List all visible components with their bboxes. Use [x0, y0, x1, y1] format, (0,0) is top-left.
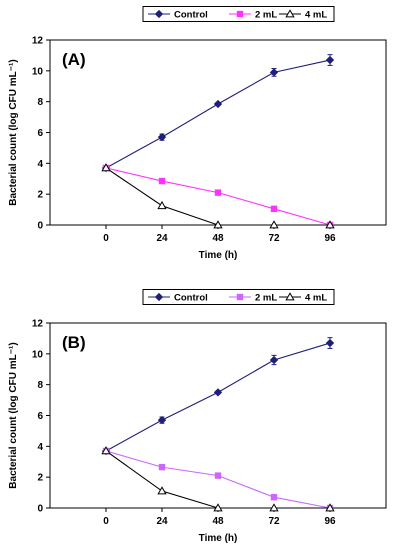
- panel-label: (B): [62, 333, 86, 352]
- x-tick-label: 0: [103, 516, 109, 527]
- x-tick-label: 24: [156, 233, 168, 244]
- y-tick-label: 4: [37, 442, 43, 453]
- x-tick-label: 48: [212, 233, 224, 244]
- x-tick-label: 48: [212, 516, 224, 527]
- y-axis-label: Bacterial count (log CFU mL⁻¹): [8, 342, 19, 488]
- data-point: [101, 163, 111, 172]
- data-point: [325, 55, 335, 65]
- data-point: [325, 503, 335, 512]
- legend: Control 2 mL 4 mL: [142, 6, 335, 22]
- legend-marker: [285, 292, 295, 301]
- data-point: [325, 338, 335, 348]
- legend-label: Control: [174, 293, 208, 304]
- series-0: [101, 337, 335, 456]
- y-tick-label: 10: [32, 349, 44, 360]
- x-tick-label: 72: [268, 233, 280, 244]
- data-point: [157, 415, 167, 425]
- series-line: [105, 342, 331, 452]
- x-axis-label: Time (h): [199, 250, 238, 261]
- series-line: [105, 167, 330, 226]
- data-point: [269, 68, 279, 77]
- data-point: [269, 355, 279, 365]
- legend-label: 2 mL: [255, 293, 277, 304]
- legend-label: 2 mL: [255, 10, 277, 21]
- series-2: [101, 163, 335, 229]
- y-axis-label: Bacterial count (log CFU mL⁻¹): [8, 59, 19, 205]
- series-1: [102, 164, 334, 229]
- data-point: [158, 463, 166, 471]
- data-point: [214, 189, 222, 196]
- plot-frame: [49, 39, 387, 226]
- y-tick-label: 0: [37, 504, 43, 515]
- data-point: [213, 220, 223, 229]
- data-point: [213, 388, 223, 397]
- x-tick-label: 24: [156, 516, 168, 527]
- data-point: [270, 494, 278, 501]
- legend-marker: [285, 9, 295, 18]
- series-1: [102, 447, 334, 512]
- y-tick-label: 8: [37, 380, 43, 391]
- y-tick-label: 10: [32, 66, 44, 77]
- data-point: [157, 200, 167, 210]
- x-axis-label: Time (h): [199, 533, 238, 544]
- data-point: [269, 220, 279, 229]
- series-line: [105, 167, 331, 226]
- data-point: [213, 99, 223, 109]
- y-tick-label: 2: [37, 473, 43, 484]
- data-point: [269, 503, 279, 512]
- panel-label: (A): [62, 50, 86, 69]
- legend-label: 4 mL: [305, 293, 327, 304]
- data-point: [157, 132, 167, 142]
- legend-marker: [236, 293, 244, 301]
- y-tick-label: 0: [37, 221, 43, 232]
- data-point: [157, 486, 167, 495]
- y-tick-label: 2: [37, 190, 43, 201]
- data-point: [270, 205, 278, 213]
- y-tick-label: 8: [37, 97, 43, 108]
- y-tick-label: 6: [37, 128, 43, 139]
- data-point: [101, 446, 111, 455]
- legend: Control 2 mL 4 mL: [142, 289, 335, 305]
- data-point: [214, 472, 222, 479]
- series-0: [101, 54, 335, 173]
- series-line: [105, 59, 331, 169]
- legend-marker: [154, 292, 164, 302]
- y-tick-label: 12: [32, 36, 44, 47]
- data-point: [213, 503, 223, 512]
- x-tick-label: 96: [324, 233, 336, 244]
- data-point: [325, 220, 335, 229]
- legend-marker: [236, 10, 244, 18]
- series-2: [101, 446, 335, 512]
- x-tick-label: 96: [324, 516, 336, 527]
- y-tick-label: 12: [32, 319, 44, 330]
- series-line: [105, 450, 330, 509]
- legend-marker: [154, 9, 164, 19]
- legend-label: 4 mL: [305, 10, 327, 21]
- series-line: [105, 450, 331, 509]
- x-tick-label: 0: [103, 233, 109, 244]
- y-tick-label: 4: [37, 159, 43, 170]
- x-tick-label: 72: [268, 516, 280, 527]
- legend-label: Control: [174, 10, 208, 21]
- y-tick-label: 6: [37, 411, 43, 422]
- data-point: [158, 177, 166, 185]
- plot-frame: [49, 322, 387, 509]
